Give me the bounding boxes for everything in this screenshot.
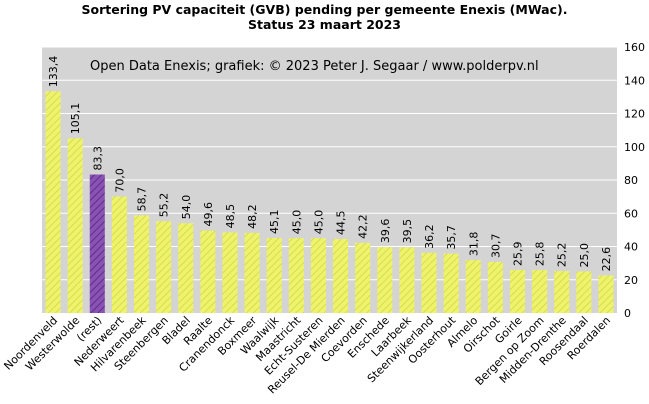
value-label: 48,5: [224, 204, 237, 229]
bar: [355, 242, 371, 313]
bar: [310, 238, 326, 313]
value-label: 133,4: [47, 56, 60, 88]
value-label: 45,0: [312, 210, 325, 235]
bars: [45, 91, 614, 313]
bar: [532, 270, 548, 313]
bar: [598, 275, 614, 313]
value-label: 39,5: [401, 219, 414, 244]
value-label: 30,7: [489, 233, 502, 258]
bar: [200, 230, 216, 313]
bar: [67, 138, 83, 313]
value-label: 83,3: [91, 146, 104, 171]
bar: [89, 174, 105, 313]
bar: [554, 271, 570, 313]
x-tick-labels: NoordenveldWesterwolde(rest)NederweertHi…: [1, 313, 613, 396]
bar: [156, 221, 172, 313]
value-label: 58,7: [136, 187, 149, 212]
y-tick-label: 60: [624, 207, 638, 220]
bar: [288, 238, 304, 313]
value-label: 31,8: [467, 232, 480, 257]
bar: [509, 269, 525, 313]
bar: [266, 238, 282, 313]
y-tick-labels: 0 20 40 60 80 100 120 140 160: [624, 41, 645, 320]
value-label: 36,2: [423, 224, 436, 249]
bar: [487, 261, 503, 313]
chart-subtitle: Status 23 maart 2023: [247, 17, 401, 32]
bar: [134, 215, 150, 313]
y-tick-label: 40: [624, 241, 638, 254]
y-tick-label: 80: [624, 174, 638, 187]
y-tick-label: 160: [624, 41, 645, 54]
bar: [111, 196, 127, 313]
y-tick-label: 120: [624, 108, 645, 121]
value-label: 22,6: [600, 247, 613, 272]
y-tick-label: 20: [624, 274, 638, 287]
source-annotation: Open Data Enexis; grafiek: © 2023 Peter …: [90, 59, 539, 74]
value-label: 70,0: [113, 168, 126, 193]
value-label: 54,0: [180, 195, 193, 220]
value-label: 25,8: [534, 242, 547, 267]
bar: [333, 239, 349, 313]
bar: [244, 232, 260, 313]
chart-title-block: Sortering PV capaciteit (GVB) pending pe…: [0, 2, 649, 32]
value-label: 45,1: [268, 210, 281, 235]
value-label: 49,6: [202, 202, 215, 227]
value-label: 25,9: [511, 241, 524, 266]
bar: [178, 223, 194, 313]
value-label: 105,1: [69, 103, 82, 135]
bar: [576, 271, 592, 313]
value-label: 39,6: [379, 219, 392, 244]
value-label: 48,2: [246, 204, 259, 229]
value-label: 45,0: [290, 210, 303, 235]
value-label: 55,2: [158, 193, 171, 218]
y-tick-label: 0: [624, 307, 631, 320]
bar: [421, 252, 437, 313]
bar: [443, 253, 459, 313]
value-label: 42,2: [357, 214, 370, 239]
chart-title: Sortering PV capaciteit (GVB) pending pe…: [81, 2, 568, 17]
y-tick-label: 140: [624, 74, 645, 87]
y-tick-label: 100: [624, 141, 645, 154]
bar: [45, 91, 61, 313]
value-label: 44,5: [335, 211, 348, 236]
value-labels: 133,4 105,1 83,3 70,0 58,7 55,2 54,0 49,6 48,5 48…: [47, 56, 613, 272]
bar: [377, 247, 393, 313]
value-label: 25,0: [578, 243, 591, 268]
gridlines: [42, 46, 617, 281]
value-label: 35,7: [445, 225, 458, 250]
bar: [399, 247, 415, 313]
bar: [465, 260, 481, 313]
value-label: 25,2: [556, 243, 569, 268]
bar: [222, 232, 238, 313]
